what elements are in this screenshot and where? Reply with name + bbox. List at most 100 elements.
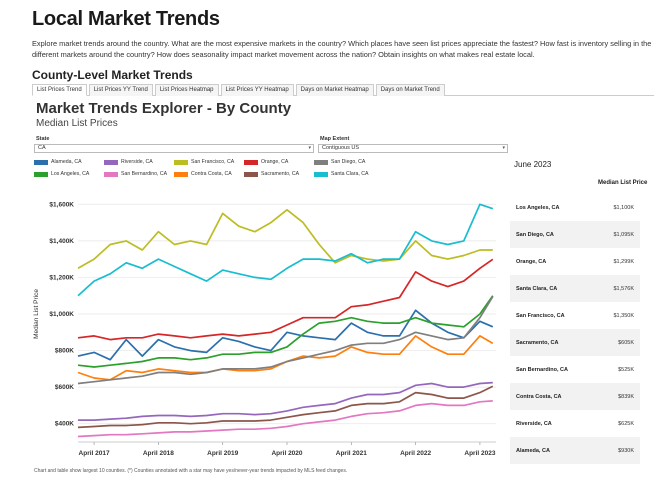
median-list-price: $1,350K xyxy=(613,312,635,319)
y-tick-label: $1,000K xyxy=(49,311,74,318)
legend-swatch xyxy=(244,171,258,177)
legend-item[interactable]: Contra Costa, CA xyxy=(174,171,232,177)
county-name: Sacramento, CA xyxy=(516,339,559,346)
legend-swatch xyxy=(174,171,188,177)
intro-text: Explore market trends around the country… xyxy=(32,39,652,59)
legend-label: Los Angeles, CA xyxy=(51,171,90,177)
tab-list-prices-heatmap[interactable]: List Prices Heatmap xyxy=(154,84,219,96)
table-row[interactable]: Alameda, CA $930K xyxy=(510,437,640,464)
tab-list-prices-yy-heatmap[interactable]: List Prices YY Heatmap xyxy=(220,84,294,96)
table-row[interactable]: San Francisco, CA $1,350K xyxy=(510,302,640,329)
legend-item[interactable]: Riverside, CA xyxy=(104,159,153,165)
legend-label: San Diego, CA xyxy=(331,159,366,165)
county-name: San Francisco, CA xyxy=(516,312,565,319)
county-name: Contra Costa, CA xyxy=(516,393,562,400)
legend-swatch xyxy=(104,171,118,177)
table-row[interactable]: Orange, CA $1,299K xyxy=(510,248,640,275)
series-line-san-diego-ca xyxy=(77,296,494,385)
legend-item[interactable]: Orange, CA xyxy=(244,159,288,165)
median-list-price: $625K xyxy=(618,420,634,427)
county-name: Alameda, CA xyxy=(516,447,550,454)
county-name: San Diego, CA xyxy=(516,231,554,238)
state-select[interactable]: CA ▾ xyxy=(34,144,314,153)
section-title: County-Level Market Trends xyxy=(32,68,193,82)
legend-item[interactable]: Los Angeles, CA xyxy=(34,171,89,177)
month-label: June 2023 xyxy=(514,160,552,169)
tab-bar: List Prices Trend List Prices YY Trend L… xyxy=(32,84,654,96)
table-row[interactable]: San Bernardino, CA $525K xyxy=(510,356,640,383)
median-list-price: $1,095K xyxy=(613,231,635,238)
series-line-contra-costa-ca xyxy=(77,335,494,381)
table-row[interactable]: San Diego, CA $1,095K xyxy=(510,221,640,248)
median-list-price: $1,576K xyxy=(613,285,635,292)
tab-list-prices-trend[interactable]: List Prices Trend xyxy=(32,84,87,96)
legend-item[interactable]: Alameda, CA xyxy=(34,159,82,165)
legend-label: San Francisco, CA xyxy=(191,159,235,165)
page-title: Local Market Trends xyxy=(32,8,220,30)
x-tick-label: April 2023 xyxy=(464,450,495,457)
legend-item[interactable]: San Francisco, CA xyxy=(174,159,234,165)
legend-item[interactable]: San Diego, CA xyxy=(314,159,365,165)
legend-swatch xyxy=(314,171,328,177)
x-tick-label: April 2017 xyxy=(79,450,110,457)
legend-swatch xyxy=(34,159,48,165)
legend-label: Sacramento, CA xyxy=(261,171,300,177)
viz-title: Market Trends Explorer - By County xyxy=(36,100,292,117)
legend-label: Alameda, CA xyxy=(51,159,82,165)
chevron-down-icon: ▾ xyxy=(308,145,311,151)
series-line-los-angeles-ca xyxy=(77,295,494,368)
median-list-price: $1,299K xyxy=(613,258,635,265)
median-list-price: $525K xyxy=(618,366,634,373)
x-tick-label: April 2018 xyxy=(143,450,174,457)
legend-item[interactable]: San Bernardino, CA xyxy=(104,171,167,177)
extent-select-value: Contiguous US xyxy=(322,145,359,151)
median-list-price: $1,100K xyxy=(613,204,635,211)
table-row[interactable]: Santa Clara, CA $1,576K xyxy=(510,275,640,302)
y-tick-label: $600K xyxy=(55,384,74,391)
state-filter-label: State xyxy=(36,136,50,142)
y-tick-label: $1,600K xyxy=(49,201,74,208)
series-line-sacramento-ca xyxy=(77,385,494,429)
footnote: Chart and table show largest 10 counties… xyxy=(34,468,348,474)
legend-swatch xyxy=(174,159,188,165)
x-tick-label: April 2021 xyxy=(336,450,367,457)
y-tick-label: $1,200K xyxy=(49,274,74,281)
legend-swatch xyxy=(104,159,118,165)
tab-list-prices-yy-trend[interactable]: List Prices YY Trend xyxy=(88,84,153,96)
legend-item[interactable]: Sacramento, CA xyxy=(244,171,299,177)
median-list-price: $605K xyxy=(618,339,634,346)
legend-swatch xyxy=(244,159,258,165)
series-line-riverside-ca xyxy=(78,381,493,421)
x-tick-label: April 2020 xyxy=(271,450,302,457)
county-name: San Bernardino, CA xyxy=(516,366,568,373)
legend-label: Santa Clara, CA xyxy=(331,171,369,177)
legend-label: Orange, CA xyxy=(261,159,289,165)
legend-swatch xyxy=(314,159,328,165)
side-table-header: Median List Price xyxy=(598,180,648,186)
extent-filter-label: Map Extent xyxy=(320,136,350,142)
median-list-price: $839K xyxy=(618,393,634,400)
county-name: Los Angeles, CA xyxy=(516,204,560,211)
line-chart: $400K $600K $800K $1,000K $1,200K $1,400K $1,6… xyxy=(33,201,496,457)
series-line-santa-clara-ca xyxy=(77,203,494,297)
x-tick-label: April 2019 xyxy=(207,450,238,457)
chevron-down-icon: ▾ xyxy=(502,145,505,151)
x-tick-label: April 2022 xyxy=(400,450,431,457)
county-name: Orange, CA xyxy=(516,258,547,265)
legend-item[interactable]: Santa Clara, CA xyxy=(314,171,368,177)
y-tick-label: $1,400K xyxy=(49,238,74,245)
y-tick-label: $800K xyxy=(55,348,74,355)
series-line-orange-ca xyxy=(77,258,494,341)
table-row[interactable]: Los Angeles, CA $1,100K xyxy=(510,194,640,221)
tab-days-on-market-trend[interactable]: Days on Market Trend xyxy=(375,84,445,96)
table-row[interactable]: Sacramento, CA $605K xyxy=(510,329,640,356)
series-line-san-francisco-ca xyxy=(77,208,493,270)
state-select-value: CA xyxy=(38,145,46,151)
tab-days-on-market-heatmap[interactable]: Days on Market Heatmap xyxy=(295,84,374,96)
extent-select[interactable]: Contiguous US ▾ xyxy=(318,144,508,153)
series-line-alameda-ca xyxy=(77,309,494,361)
legend-label: San Bernardino, CA xyxy=(121,171,168,177)
legend-swatch xyxy=(34,171,48,177)
table-row[interactable]: Riverside, CA $625K xyxy=(510,410,640,437)
table-row[interactable]: Contra Costa, CA $839K xyxy=(510,383,640,410)
